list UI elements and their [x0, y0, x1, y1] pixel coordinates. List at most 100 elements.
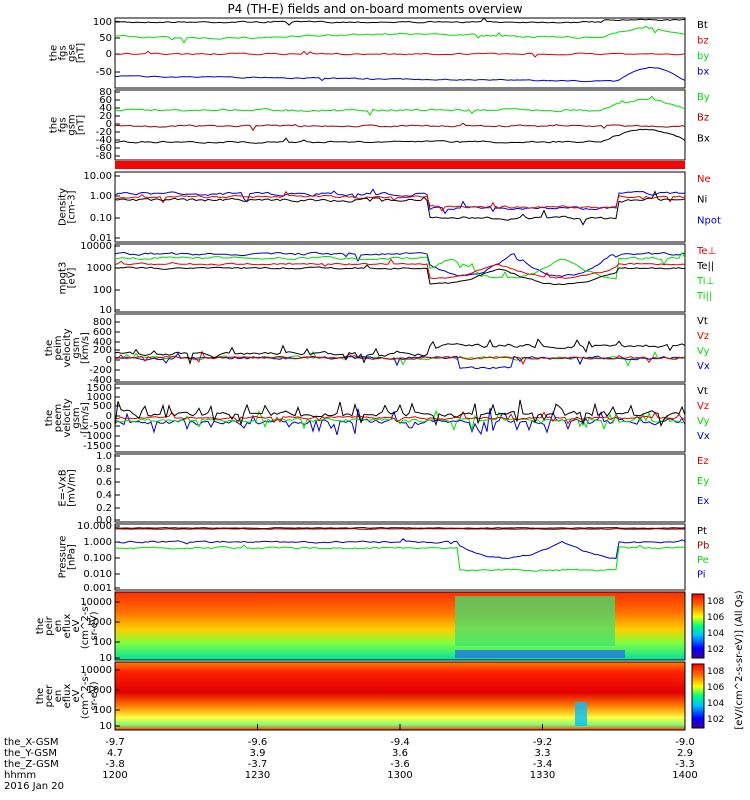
y-axis-label: Density: [58, 188, 69, 226]
y-axis-label: peer: [44, 684, 55, 708]
colorbar-tick: 106: [707, 683, 724, 693]
y-axis-label: sr-eV): [89, 681, 100, 710]
x-tick-label: -3.7: [248, 759, 268, 770]
ephemeris-bar: [115, 161, 685, 169]
y-tick-label: 0.6: [96, 477, 112, 488]
trace-npot: [114, 188, 686, 215]
trace-tipar: [114, 251, 686, 280]
y-tick-label: -40: [96, 135, 112, 146]
y-tick-label: 1000: [87, 392, 112, 403]
legend-label: Ey: [697, 476, 709, 487]
legend-label: By: [697, 92, 710, 103]
x-tick-label: 3.3: [535, 748, 551, 759]
y-tick-label: 10: [99, 653, 112, 664]
legend-label: Vz: [697, 401, 709, 412]
trace-peim-vz: [114, 350, 686, 366]
x-tick-label: 1330: [530, 770, 555, 781]
y-tick-label: 1.000: [83, 537, 112, 548]
legend-label: bx: [697, 67, 709, 78]
trace-gsm-bx: [114, 128, 686, 144]
trace-bt: [115, 17, 686, 26]
y-axis-label: fgs: [58, 117, 69, 132]
y-axis-label: eflux: [62, 684, 73, 709]
x-tick-label: 2.9: [677, 748, 693, 759]
legend-label: Vx: [697, 431, 710, 442]
panel-5: [114, 313, 686, 383]
y-tick-label: 10000: [80, 665, 112, 676]
trace-teperp: [114, 258, 686, 280]
spectrogram-green-region: [455, 596, 615, 646]
colorbar-tick: 106: [707, 613, 724, 623]
x-tick-label: -9.6: [248, 737, 268, 748]
y-tick-label: -1500: [83, 441, 112, 452]
y-tick-label: 0.4: [96, 490, 112, 501]
y-axis-label: sr-eV): [89, 611, 100, 640]
colorbar: [691, 663, 705, 729]
y-axis-label: [nT]: [76, 43, 87, 63]
panel-7: [114, 453, 686, 523]
y-axis-label: gsm: [67, 114, 78, 135]
colorbar-tick: 104: [707, 629, 724, 639]
x-tick-label: -9.7: [105, 737, 125, 748]
legend-label: Ez: [697, 456, 709, 467]
panel-frame: [114, 171, 686, 243]
y-axis-label: the: [35, 688, 46, 704]
x-row-label: the_Y-GSM: [4, 748, 57, 759]
y-tick-label: 500: [93, 401, 112, 412]
y-tick-label: 10.000: [77, 521, 112, 532]
x-row-label: hhmm: [4, 770, 36, 781]
legend-label: Ex: [697, 496, 709, 507]
legend-label: Vy: [697, 416, 710, 427]
trace-bz: [114, 50, 686, 58]
y-axis-label: gse: [67, 44, 78, 62]
y-axis-label: eV: [71, 619, 82, 632]
y-tick-label: 80: [99, 87, 112, 98]
panel-frame: [114, 523, 686, 591]
trace-gsm-bz: [114, 122, 686, 132]
y-tick-label: 100: [93, 705, 112, 716]
panel-frame: [114, 89, 686, 161]
y-axis-label: the: [44, 340, 55, 356]
x-tick-label: -3.8: [105, 759, 125, 770]
y-tick-label: 800: [93, 317, 112, 328]
panel-3: [114, 171, 686, 243]
colorbar-tick: 108: [707, 667, 724, 677]
y-axis-label: en: [53, 690, 64, 703]
y-tick-label: 50: [99, 33, 112, 44]
y-tick-label: 1500: [87, 383, 112, 394]
y-axis-label: [km/s]: [80, 402, 91, 434]
panel-frame: [114, 243, 686, 313]
y-tick-label: 1000: [87, 263, 112, 274]
trace-by: [114, 25, 686, 44]
legend-label: Bt: [697, 20, 708, 31]
y-tick-label: 10: [99, 305, 112, 316]
trace-tepar: [114, 264, 686, 286]
x-tick-label: -3.6: [390, 759, 410, 770]
legend-label: Pt: [697, 526, 707, 537]
y-tick-label: 0.01: [90, 233, 112, 244]
y-tick-label: 0: [106, 49, 112, 60]
trace-ne: [114, 190, 686, 212]
y-axis-label: en: [53, 620, 64, 633]
y-tick-label: 0.8: [96, 464, 112, 475]
y-axis-label: fgs: [58, 45, 69, 60]
x-tick-label: -3.4: [533, 759, 553, 770]
spectrogram-low-band: [455, 650, 625, 658]
y-axis-label: the: [49, 117, 60, 133]
y-tick-label: 60: [99, 95, 112, 106]
trace-pt: [114, 527, 686, 529]
legend-label: Vt: [697, 316, 708, 327]
y-tick-label: 400: [93, 337, 112, 348]
y-tick-label: -1000: [83, 431, 112, 442]
legend-label: Pb: [697, 541, 709, 552]
trace-bx: [114, 66, 686, 83]
x-tick-label: 1400: [672, 770, 697, 781]
y-tick-label: -400: [89, 375, 112, 386]
y-tick-label: -50: [96, 67, 112, 78]
x-tick-label: -9.4: [390, 737, 410, 748]
colorbar-tick: 102: [707, 645, 724, 655]
trace-gsm-by: [114, 95, 686, 117]
y-tick-label: 100: [93, 17, 112, 28]
y-tick-label: -200: [89, 365, 112, 376]
